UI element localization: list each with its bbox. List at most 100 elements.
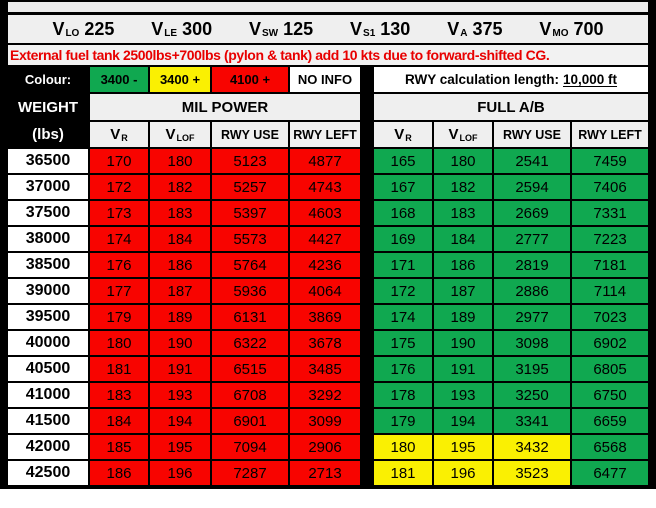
ab-rwy-use-cell: 2777 [494, 227, 570, 251]
weight-cell: 40000 [8, 331, 88, 355]
mil-vr-cell: 179 [90, 305, 148, 329]
ab-vr-cell: 169 [374, 227, 432, 251]
section-divider [362, 149, 372, 173]
vspeed-text: V [447, 18, 460, 39]
mil-rwy-left-cell: 4603 [290, 201, 360, 225]
ab-rwy-use-cell: 2594 [494, 175, 570, 199]
mil-vr-cell: 173 [90, 201, 148, 225]
mil-rwy-left-cell: 3869 [290, 305, 360, 329]
ab-rwy-left-cell: 6477 [572, 461, 648, 485]
section-divider [362, 435, 372, 459]
section-divider [362, 201, 372, 225]
section-divider [362, 94, 372, 120]
legend-item-no-info: NO INFO [290, 67, 360, 92]
ab-rwy-use-cell: 2541 [494, 149, 570, 173]
performance-table: Colour: 3400 -3400 +4100 + NO INFO RWY calc… [8, 67, 648, 485]
ab-vlof-cell: 180 [434, 149, 492, 173]
vspeed-text: SW [262, 27, 279, 39]
legend-item-3400-: 3400 - [90, 67, 148, 92]
ab-rwy-left-cell: 7223 [572, 227, 648, 251]
section-full-ab: FULL A/B [374, 94, 648, 120]
ab-vlof-cell: 195 [434, 435, 492, 459]
mil-rwy-use-cell: 6901 [212, 409, 288, 433]
ab-vr-cell: 181 [374, 461, 432, 485]
vspeed-text: 375 [472, 18, 503, 39]
mil-rwy-left-cell: 2906 [290, 435, 360, 459]
mil-rwy-left-cell: 3099 [290, 409, 360, 433]
weight-cell: 37000 [8, 175, 88, 199]
ab-vr-cell: 167 [374, 175, 432, 199]
mil-rwy-use-cell: 5123 [212, 149, 288, 173]
mil-rwy-use-cell: 5764 [212, 253, 288, 277]
weight-cell: 40500 [8, 357, 88, 381]
weight-cell: 41000 [8, 383, 88, 407]
mil-rwy-left-cell: 3292 [290, 383, 360, 407]
vspeed-le: V LE 300 [151, 19, 212, 40]
col-header-text: LOF [176, 132, 195, 143]
mil-vr-cell: 186 [90, 461, 148, 485]
ab-vlof-cell: 183 [434, 201, 492, 225]
ab-vlof-cell: 182 [434, 175, 492, 199]
legend-item-4100-: 4100 + [212, 67, 288, 92]
ab-rwy-left-cell: 7459 [572, 149, 648, 173]
vspeed-text: A [460, 27, 468, 39]
col-header-ab-rwy-left: RWY LEFT [572, 122, 648, 147]
vspeed-text: 125 [283, 18, 314, 39]
weight-cell: 36500 [8, 149, 88, 173]
vspeed-text: MO [552, 27, 569, 39]
ab-vr-cell: 176 [374, 357, 432, 381]
mil-vlof-cell: 195 [150, 435, 210, 459]
section-divider [362, 383, 372, 407]
ab-vlof-cell: 184 [434, 227, 492, 251]
weight-cell: 38000 [8, 227, 88, 251]
col-header-text: V [165, 126, 176, 143]
ab-vlof-cell: 186 [434, 253, 492, 277]
mil-vr-cell: 174 [90, 227, 148, 251]
mil-vr-cell: 183 [90, 383, 148, 407]
top-partial-row [8, 2, 648, 12]
col-header-text: V [448, 126, 459, 143]
mil-rwy-use-cell: 7094 [212, 435, 288, 459]
mil-vr-cell: 177 [90, 279, 148, 303]
mil-rwy-use-cell: 6515 [212, 357, 288, 381]
ab-vlof-cell: 191 [434, 357, 492, 381]
ab-rwy-left-cell: 7406 [572, 175, 648, 199]
ab-vlof-cell: 194 [434, 409, 492, 433]
ab-vr-cell: 179 [374, 409, 432, 433]
weight-unit-header: (lbs) [8, 122, 88, 147]
mil-vlof-cell: 184 [150, 227, 210, 251]
mil-vlof-cell: 187 [150, 279, 210, 303]
mil-rwy-left-cell: 3485 [290, 357, 360, 381]
section-divider [362, 122, 372, 147]
ab-rwy-left-cell: 6805 [572, 357, 648, 381]
weight-cell: 37500 [8, 201, 88, 225]
ab-vr-cell: 175 [374, 331, 432, 355]
ab-vlof-cell: 196 [434, 461, 492, 485]
mil-vlof-cell: 180 [150, 149, 210, 173]
ab-vlof-cell: 187 [434, 279, 492, 303]
vspeed-text: V [248, 18, 261, 39]
section-divider [362, 175, 372, 199]
mil-rwy-use-cell: 7287 [212, 461, 288, 485]
ab-rwy-left-cell: 6568 [572, 435, 648, 459]
ab-vlof-cell: 190 [434, 331, 492, 355]
mil-rwy-left-cell: 3678 [290, 331, 360, 355]
weight-cell: 39000 [8, 279, 88, 303]
weight-cell: 41500 [8, 409, 88, 433]
vspeed-lo: V LO 225 [52, 19, 114, 40]
mil-rwy-use-cell: 5573 [212, 227, 288, 251]
rwy-calc-length: RWY calculation length: 10,000 ft [374, 67, 648, 92]
vspeed-text: S1 [363, 27, 376, 39]
fuel-tank-warning: External fuel tank 2500lbs+700lbs (pylon… [8, 45, 648, 65]
mil-vr-cell: 181 [90, 357, 148, 381]
mil-vlof-cell: 189 [150, 305, 210, 329]
col-header-mil-rwy-use: RWY USE [212, 122, 288, 147]
ab-vr-cell: 178 [374, 383, 432, 407]
vspeed-text: LO [65, 27, 80, 39]
col-header-text: V [394, 126, 405, 143]
mil-rwy-use-cell: 5397 [212, 201, 288, 225]
takeoff-performance-card: V LO 225 V LE 300 V SW 125 V S1 130 V A 375 V MO 700 Exte… [0, 0, 656, 489]
col-header-ab-rwy-use: RWY USE [494, 122, 570, 147]
vspeed-text: V [151, 18, 164, 39]
